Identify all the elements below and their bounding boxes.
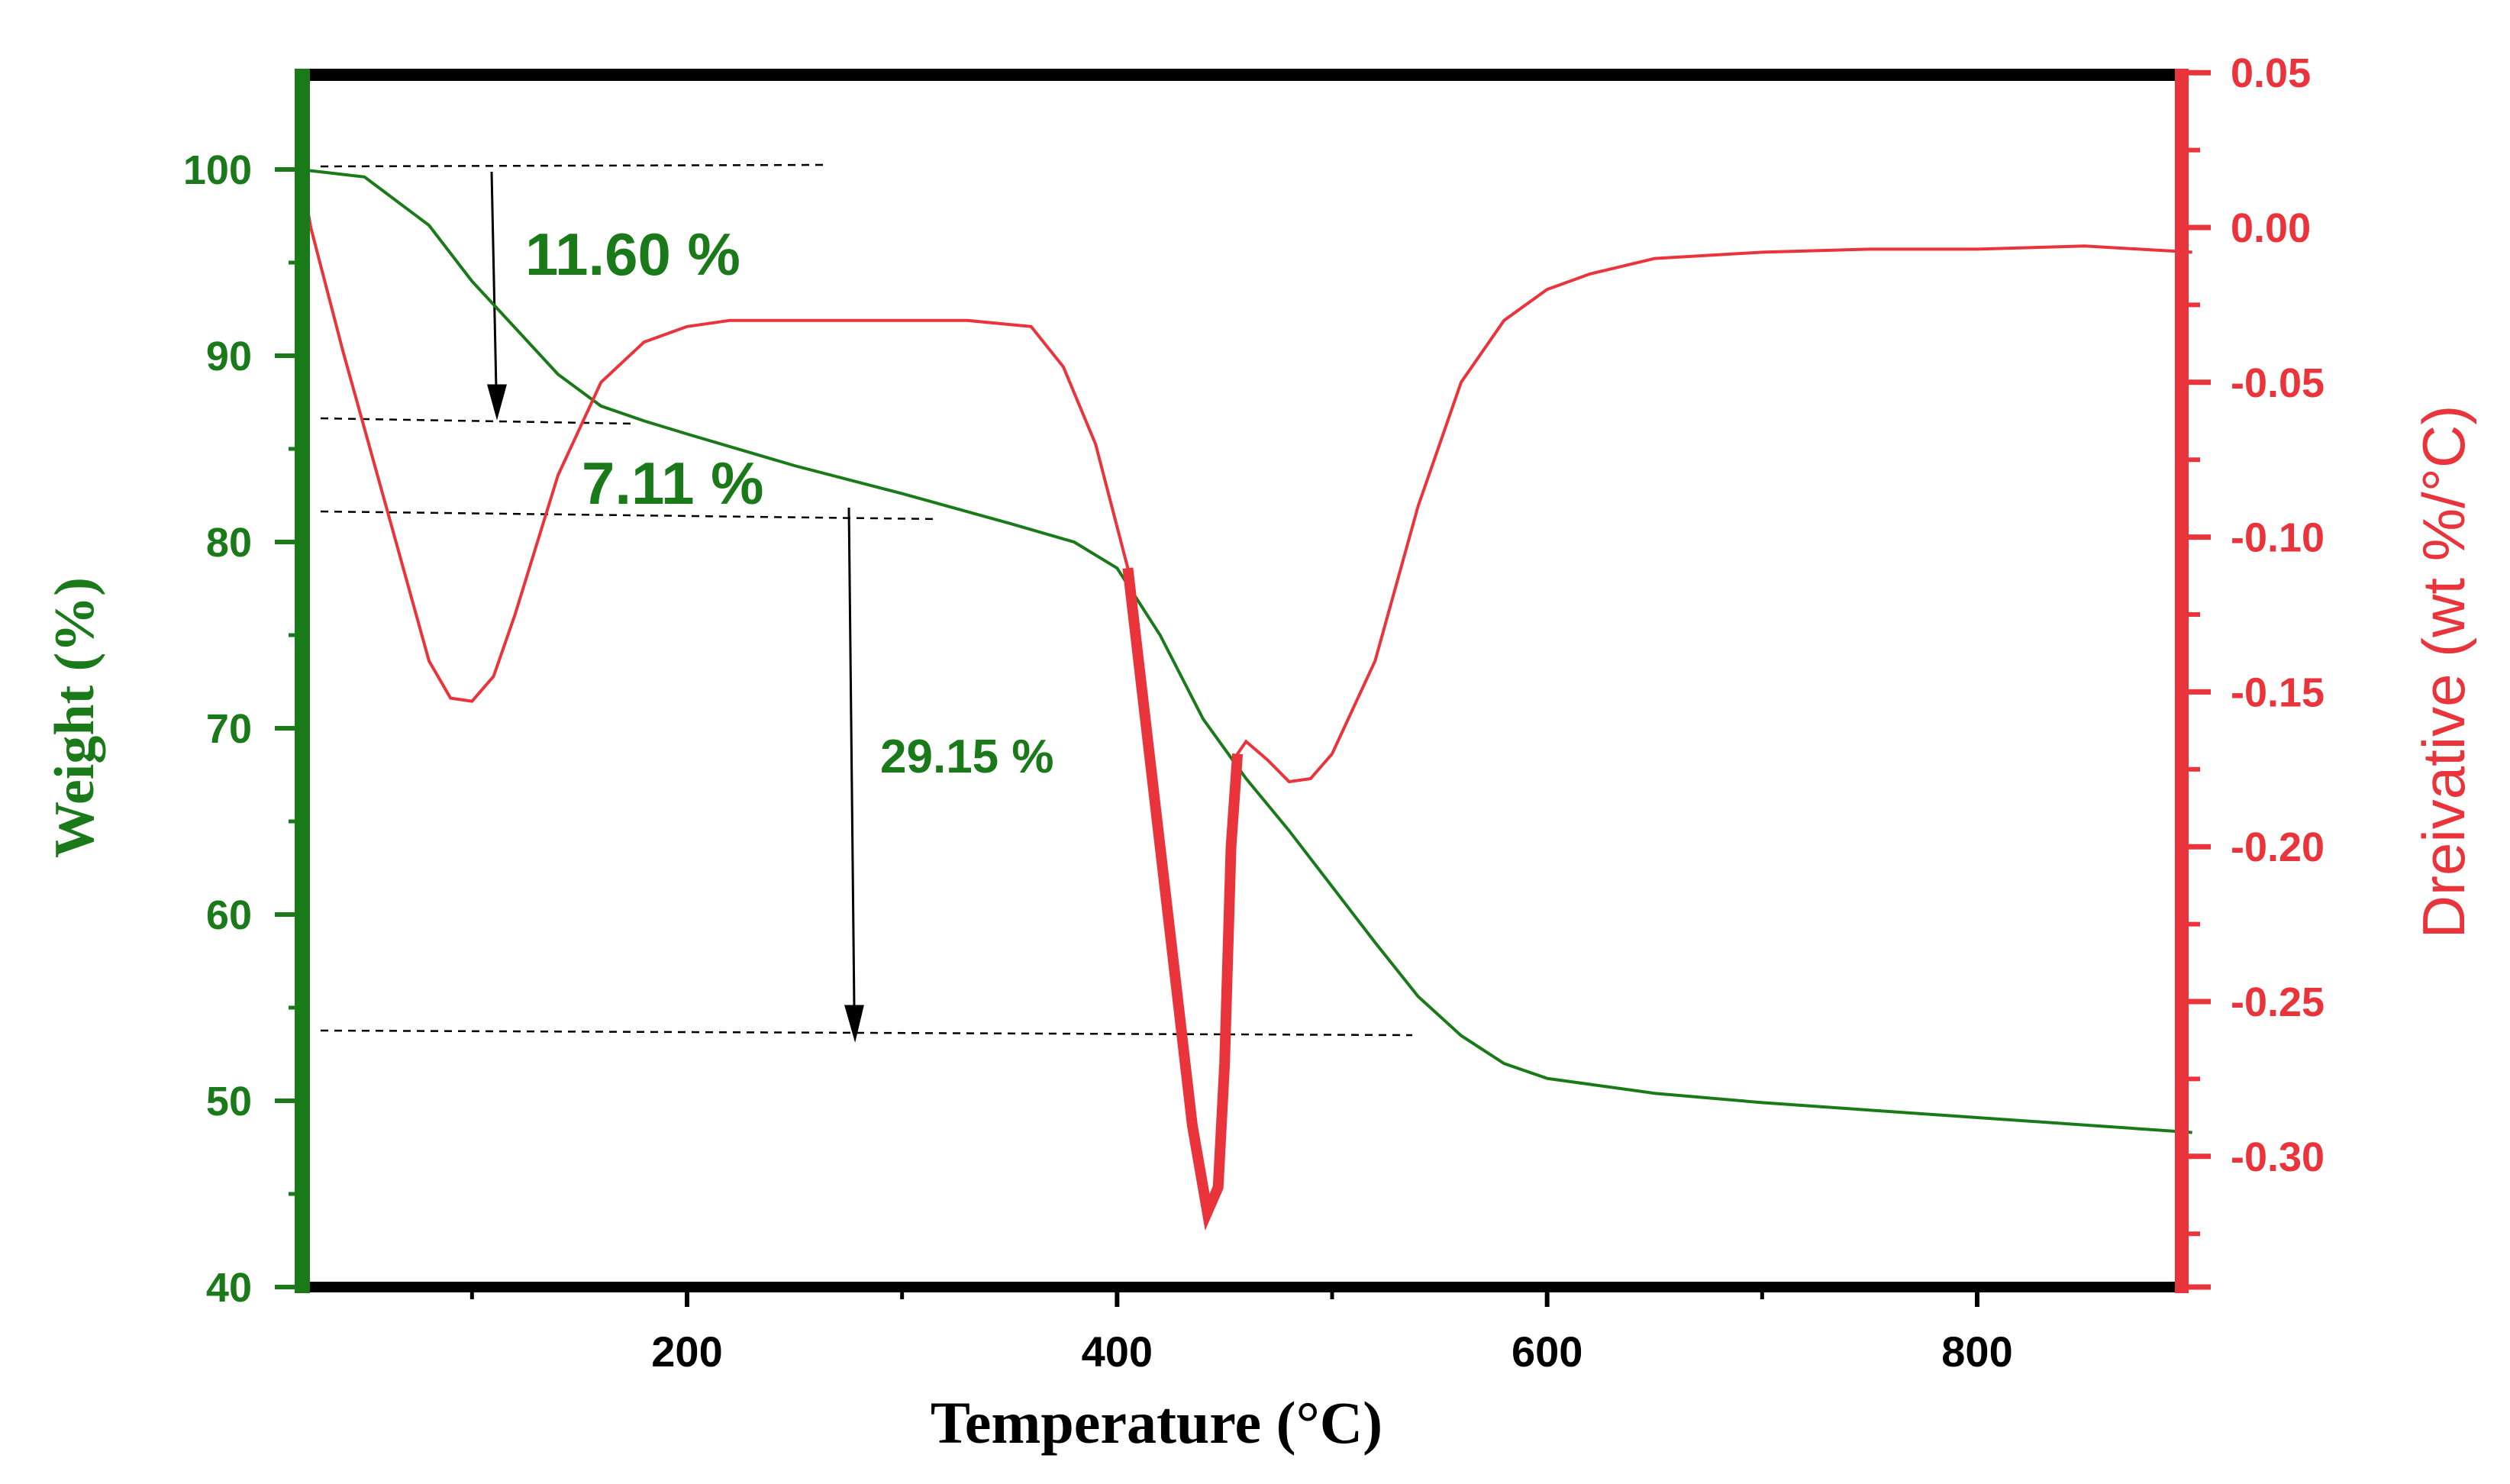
left-tick-label: 40 (206, 1265, 252, 1311)
bottom-tick-label: 800 (1941, 1328, 2012, 1376)
right-tick-label: -0.20 (2231, 824, 2324, 870)
arrow-head-1 (487, 384, 507, 421)
annotation-loss-1: 11.60 % (525, 221, 740, 288)
right-tick-label: -0.25 (2231, 979, 2324, 1025)
derivative-curve-peak-segment (1122, 567, 1244, 1231)
arrows (487, 171, 864, 1043)
y-axis-right-label: Dreivative (wt %/°C) (2410, 405, 2477, 939)
right-tick-label: -0.30 (2231, 1134, 2324, 1180)
guide-line-53 (320, 1029, 1413, 1037)
right-tick-label: -0.05 (2231, 360, 2324, 406)
right-axis-ticks: 0.05 0.00 -0.05 -0.10 -0.15 -0.20 -0.25 -0.30 (2182, 50, 2324, 1290)
left-tick-label: 50 (206, 1079, 252, 1124)
left-tick-label: 80 (206, 520, 252, 566)
right-tick-label: -0.10 (2231, 515, 2324, 561)
x-axis-label: Temperature (°C) (931, 1389, 1382, 1456)
guide-line-82 (320, 510, 940, 521)
left-tick-label: 70 (206, 706, 252, 752)
right-tick-label: 0.05 (2231, 50, 2311, 96)
guide-line-88 (320, 417, 634, 425)
y-axis-left-label: Weight (%) (44, 577, 106, 858)
left-axis-ticks: 40 50 60 70 80 90 100 (183, 147, 302, 1311)
arrow-head-2 (844, 1005, 864, 1043)
arrow-line-1 (490, 171, 498, 390)
arrow-line-2 (847, 507, 856, 1008)
bottom-axis-ticks: 200 400 600 800 (469, 1287, 2013, 1376)
right-tick-label: -0.15 (2231, 669, 2324, 715)
bottom-tick-label: 600 (1511, 1328, 1582, 1376)
weight-curve (299, 168, 2192, 1134)
derivative-curve (298, 165, 2192, 1218)
annotation-loss-2: 7.11 % (582, 450, 764, 517)
bottom-tick-label: 200 (651, 1328, 722, 1376)
left-tick-label: 100 (183, 147, 252, 193)
left-tick-label: 90 (206, 334, 252, 379)
bottom-tick-label: 400 (1082, 1328, 1153, 1376)
left-tick-label: 60 (206, 892, 252, 938)
right-tick-label: 0.00 (2231, 205, 2311, 251)
annotation-loss-3: 29.15 % (880, 731, 1054, 783)
guide-line-100 (320, 163, 825, 168)
